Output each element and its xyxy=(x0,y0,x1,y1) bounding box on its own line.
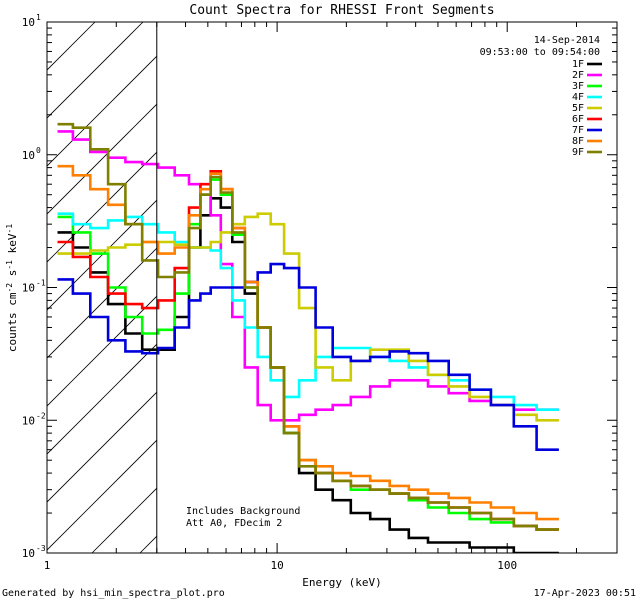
legend-time-range: 09:53:00 to 09:54:00 xyxy=(480,47,600,58)
footer-timestamp: 17-Apr-2023 00:51 xyxy=(534,588,636,599)
legend-label-6F: 6F xyxy=(572,114,584,125)
y-axis-label-sup: -1 xyxy=(5,224,14,234)
legend-label-3F: 3F xyxy=(572,81,584,92)
y-tick-exponent: -3 xyxy=(36,544,46,553)
y-axis-label: counts cm-2 s-1 keV-1 xyxy=(5,224,20,352)
x-tick-label: 1 xyxy=(44,559,51,572)
legend: 14-Sep-2014 09:53:00 to 09:54:00 1F2F3F4… xyxy=(480,35,602,158)
y-tick-exponent: 0 xyxy=(36,146,41,155)
y-tick-label: 10 xyxy=(22,414,35,427)
hatch-line xyxy=(47,439,157,551)
y-tick-exponent: 1 xyxy=(36,13,41,22)
legend-label-1F: 1F xyxy=(572,59,584,70)
hatch-line xyxy=(47,391,157,503)
x-tick-label: 10 xyxy=(270,559,283,572)
x-axis-label: Energy (keV) xyxy=(302,576,381,589)
legend-label-2F: 2F xyxy=(572,70,584,81)
y-tick-exponent: -1 xyxy=(36,279,46,288)
y-axis-label-sup: -1 xyxy=(5,260,14,270)
y-axis-label-sup: -2 xyxy=(5,283,14,293)
y-tick-label: 10 xyxy=(22,547,35,560)
y-axis-label-part: counts cm xyxy=(6,292,19,352)
series-3F xyxy=(57,178,559,531)
footer-generated-by: Generated by hsi_min_spectra_plot.pro xyxy=(2,588,225,599)
annotation-background: Includes Background xyxy=(186,506,300,517)
x-axis: 1 10 100 xyxy=(44,22,618,572)
hatch-line xyxy=(620,22,640,553)
series-7F xyxy=(57,262,559,451)
y-tick-exponent: -2 xyxy=(36,411,46,420)
legend-label-7F: 7F xyxy=(572,125,584,136)
series-layer xyxy=(57,122,559,553)
series-2F xyxy=(57,130,559,422)
legend-label-4F: 4F xyxy=(572,92,584,103)
legend-label-9F: 9F xyxy=(572,147,584,158)
y-tick-label: 10 xyxy=(22,282,35,295)
y-tick-label: 10 xyxy=(22,16,35,29)
hatch-line xyxy=(47,103,157,215)
hatch-line xyxy=(380,22,640,553)
y-axis-label-part: keV xyxy=(6,233,19,260)
x-tick-label: 100 xyxy=(497,559,517,572)
chart-title: Count Spectra for RHESSI Front Segments xyxy=(189,3,494,18)
hatch-line xyxy=(332,22,640,553)
legend-label-5F: 5F xyxy=(572,103,584,114)
y-tick-label: 10 xyxy=(22,149,35,162)
legend-label-8F: 8F xyxy=(572,136,584,147)
y-axis-label-part: s xyxy=(6,270,19,283)
hatch-line xyxy=(47,55,157,167)
legend-date: 14-Sep-2014 xyxy=(534,35,600,46)
annotation-attenuator: Att A0, FDecim 2 xyxy=(186,518,282,529)
hatch-line xyxy=(91,487,157,553)
series-1F xyxy=(57,197,559,553)
series-4F xyxy=(57,212,559,411)
hatch-line xyxy=(47,199,157,311)
hatch-line xyxy=(47,22,144,119)
series-9F xyxy=(57,122,559,531)
